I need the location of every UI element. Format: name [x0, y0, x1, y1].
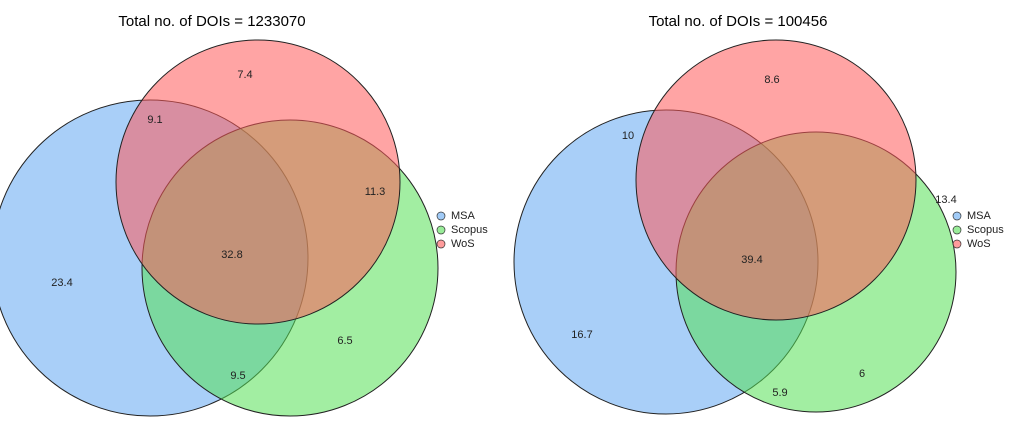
legend-label: WoS	[967, 238, 991, 250]
region-value: 7.4	[237, 69, 252, 81]
legend-swatch	[436, 225, 446, 235]
region-value: 39.4	[741, 254, 762, 266]
chart-title: Total no. of DOIs = 100456	[649, 13, 828, 30]
set-circle	[635, 39, 917, 321]
legend-label: WoS	[451, 238, 475, 250]
region-value: 13.4	[935, 194, 956, 206]
legend-label: MSA	[967, 210, 992, 222]
region-value: 10	[622, 130, 634, 142]
venn-panel: Total no. of DOIs = 100456 MSA Scopus WoS 16…	[513, 13, 1004, 415]
region-value: 32.8	[221, 249, 242, 261]
legend-label: Scopus	[451, 224, 488, 236]
legend-swatch	[952, 211, 962, 221]
region-value: 11.3	[365, 186, 386, 198]
region-value: 8.6	[764, 74, 779, 86]
legend-swatch	[952, 225, 962, 235]
legend-label: MSA	[451, 210, 476, 222]
region-value: 9.1	[147, 114, 162, 126]
legend-swatch	[436, 239, 446, 249]
region-value: 5.9	[772, 387, 787, 399]
legend-swatch	[436, 211, 446, 221]
region-value: 16.7	[571, 329, 592, 341]
region-value: 23.4	[51, 277, 72, 289]
region-value: 9.5	[230, 370, 245, 382]
chart-title: Total no. of DOIs = 1233070	[118, 13, 305, 30]
legend-swatch	[952, 239, 962, 249]
venn-panel: Total no. of DOIs = 1233070 MSA Scopus WoS 2…	[0, 13, 488, 417]
region-value: 6.5	[337, 335, 352, 347]
legend-label: Scopus	[967, 224, 1004, 236]
region-value: 6	[859, 368, 865, 380]
set-circle	[115, 39, 401, 325]
